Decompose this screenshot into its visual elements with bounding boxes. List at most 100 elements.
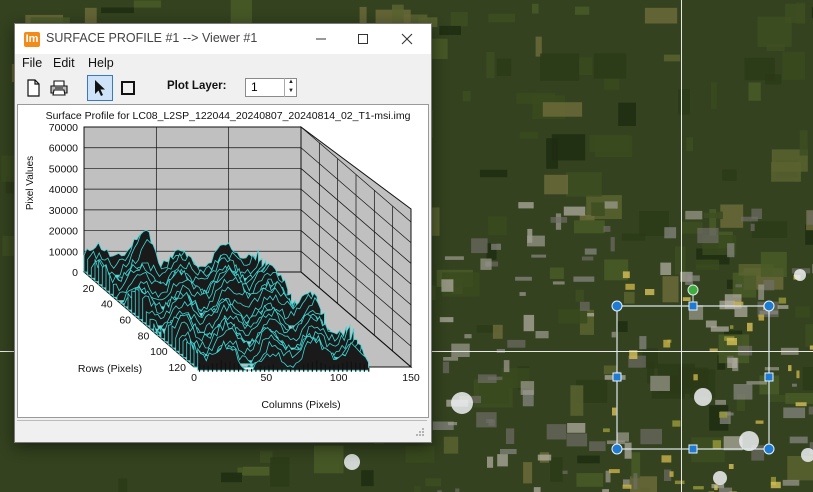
urban-patch [605,470,611,483]
urban-patch [471,238,488,254]
urban-patch [685,272,693,285]
print-button[interactable] [47,76,71,100]
terrain-patch [785,393,813,404]
terrain-patch [462,91,471,102]
urban-patch [733,384,753,400]
terrain-patch [618,102,636,126]
chart-title: Surface Profile for LC08_L2SP_122044_202… [46,110,411,122]
urban-patch [650,375,670,391]
terrain-patch [720,204,744,228]
edge-handle-top[interactable] [688,301,698,311]
urban-patch [520,381,535,395]
menu-edit[interactable]: Edit [53,56,75,70]
terrain-patch [429,207,440,236]
urban-patch [751,208,762,219]
select-tool-button[interactable] [87,75,113,101]
y-tick-label: 60 [119,315,131,327]
terrain-patch [270,457,290,487]
field-patch [625,283,635,290]
urban-patch [537,454,552,461]
urban-patch [604,201,618,209]
rotation-handle[interactable] [687,284,699,296]
menu-help[interactable]: Help [88,56,114,70]
terrain-patch [738,264,774,276]
terrain-patch [133,0,161,8]
edge-handle-right[interactable] [764,372,774,382]
urban-patch [567,423,586,433]
urban-patch [437,490,442,492]
corner-handle-bottom-left[interactable] [611,443,623,455]
resize-grip-icon[interactable] [415,427,425,437]
rectangle-icon [121,81,135,95]
urban-patch [611,331,616,338]
terrain-patch [760,251,787,277]
z-tick-label: 60000 [49,143,78,155]
terrain-patch [732,272,757,298]
app-icon: Im [24,32,40,47]
spin-up-icon[interactable]: ▲ [288,79,294,85]
urban-patch [518,202,534,209]
field-patch [682,297,691,301]
terrain-patch [576,473,604,487]
terrain-patch [414,486,421,492]
terrain-patch [621,233,646,241]
field-patch [709,348,718,352]
terrain-patch [604,259,629,281]
terrain-patch [443,436,459,454]
urban-patch [792,383,797,387]
field-patch [809,345,813,350]
urban-patch [705,320,717,328]
terrain-patch [570,385,584,416]
new-button[interactable] [21,76,45,100]
corner-handle-bottom-right[interactable] [763,443,775,455]
cloud-patch [344,454,360,470]
menu-file[interactable]: File [22,56,43,70]
edge-handle-bottom[interactable] [688,444,698,454]
terrain-patch [540,53,580,81]
urban-patch [562,470,568,474]
urban-patch [639,336,647,350]
terrain-patch [558,309,588,324]
terrain-patch [575,6,590,15]
terrain-patch [782,51,805,80]
terrain-patch [237,467,270,475]
corner-handle-top-right[interactable] [763,300,775,312]
terrain-patch [550,457,563,482]
urban-patch [447,422,458,426]
urban-patch [432,421,454,430]
maximize-button[interactable] [341,24,385,54]
cloud-patch [694,388,712,406]
minimize-button[interactable] [299,24,343,54]
corner-handle-top-left[interactable] [611,300,623,312]
field-patch [770,476,776,486]
terrain-patch [576,379,608,403]
urban-patch [496,349,505,353]
cloud-patch [801,448,813,462]
close-button[interactable] [385,24,429,54]
terrain-patch [479,169,508,178]
field-patch [603,428,610,433]
terrain-patch [565,172,602,197]
aoi-rectangle[interactable] [616,305,770,450]
terrain-patch [405,446,435,463]
terrain-patch [486,243,497,260]
box-tool-button[interactable] [116,76,140,100]
urban-patch [808,406,813,415]
title-bar[interactable]: Im SURFACE PROFILE #1 --> Viewer #1 [15,24,431,54]
new-document-icon [27,79,40,97]
terrain-patch [488,216,507,236]
field-patch [778,297,787,304]
back-wall [83,126,302,273]
terrain-patch [84,7,97,33]
urban-patch [711,484,725,489]
edge-handle-left[interactable] [612,372,622,382]
spin-down-icon[interactable]: ▼ [288,88,294,94]
terrain-patch [710,82,717,110]
z-tick-label: 0 [72,267,78,279]
urban-patch [531,254,547,258]
terrain-patch [101,7,134,14]
z-tick-label: 20000 [49,226,78,238]
terrain-patch [709,209,717,236]
plot-layer-spinner[interactable]: ▲ ▼ [284,78,297,97]
